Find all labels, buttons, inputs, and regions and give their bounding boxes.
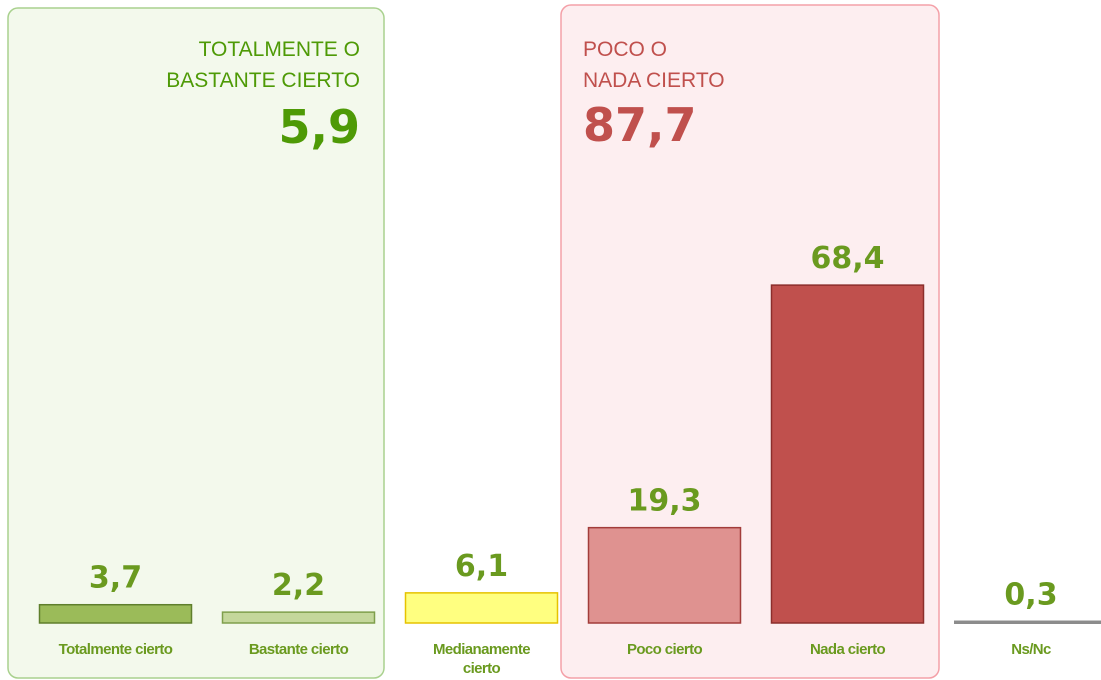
bar bbox=[954, 620, 1101, 625]
bar bbox=[38, 603, 193, 624]
category-label: Bastante cierto bbox=[248, 641, 349, 658]
value-label: 6,1 bbox=[455, 549, 508, 584]
bar bbox=[221, 611, 376, 624]
group-title: POCO O NADA CIERTO bbox=[583, 38, 725, 92]
value-label: 19,3 bbox=[627, 484, 701, 519]
value-label: 68,4 bbox=[810, 241, 884, 276]
group-title: TOTALMENTE O BASTANTE CIERTO bbox=[166, 38, 360, 92]
group-box bbox=[7, 7, 385, 679]
category-label: Poco cierto bbox=[626, 641, 703, 658]
bar bbox=[404, 592, 559, 624]
bar bbox=[770, 284, 925, 624]
group-value: 87,7 bbox=[583, 98, 697, 152]
value-label: 2,2 bbox=[272, 568, 325, 603]
bar bbox=[587, 526, 742, 624]
category-label: Nada cierto bbox=[809, 641, 886, 658]
category-label: Ns/Nc bbox=[1011, 641, 1051, 658]
value-label: 0,3 bbox=[1004, 578, 1057, 613]
category-label: Medianamente cierto bbox=[433, 641, 531, 677]
value-label: 3,7 bbox=[89, 561, 142, 596]
category-label: Totalmente cierto bbox=[58, 641, 173, 658]
group-value: 5,9 bbox=[278, 100, 361, 154]
